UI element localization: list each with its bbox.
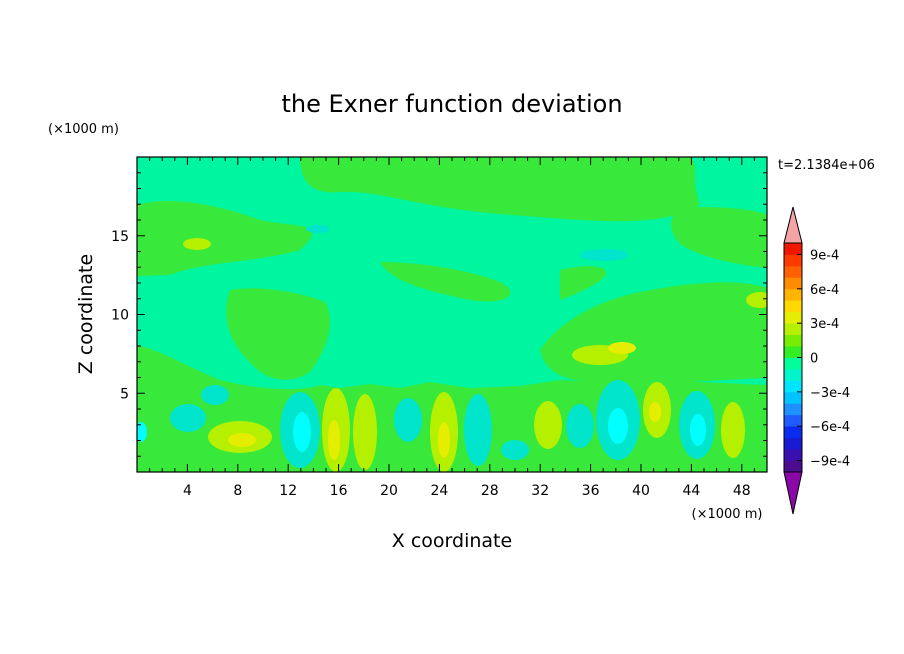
colorbar-band — [784, 380, 802, 393]
colorbar-band — [784, 254, 802, 267]
colorbar-band — [784, 243, 802, 255]
x-tick-label: 28 — [481, 483, 499, 499]
y-tick-label: 10 — [111, 308, 129, 324]
colorbar-band — [784, 437, 802, 450]
colorbar-band — [784, 357, 802, 370]
colorbar-band — [784, 300, 802, 313]
x-tick-label: 40 — [632, 483, 650, 499]
contour-field — [137, 157, 767, 472]
colorbar-band — [784, 414, 802, 427]
colorbar-band — [784, 311, 802, 324]
x-tick-label: 8 — [233, 483, 242, 499]
x-tick-label: 20 — [380, 483, 398, 499]
colorbar: 9e-4 6e-4 3e-4 0 −3e-4 −6e-4 −9e-4 — [783, 206, 850, 515]
colorbar-band — [784, 368, 802, 381]
x-tick-label: 44 — [682, 483, 700, 499]
colorbar-band — [784, 265, 802, 278]
x-tick-label: 12 — [279, 483, 297, 499]
x-tick-label: 48 — [733, 483, 751, 499]
x-tick-label: 16 — [330, 483, 348, 499]
colorbar-tick-label: −6e-4 — [810, 420, 850, 435]
chart-title: the Exner function deviation — [281, 90, 622, 118]
colorbar-tick-label: −9e-4 — [810, 455, 850, 470]
time-label: t=2.1384e+06 — [778, 158, 875, 173]
colorbar-tick-label: −3e-4 — [810, 386, 850, 401]
colorbar-tick-label: 0 — [810, 352, 818, 367]
x-tick-label: 36 — [582, 483, 600, 499]
y-axis-label: Z coordinate — [75, 254, 97, 374]
y-tick-label: 15 — [111, 229, 129, 245]
x-axis-label: X coordinate — [392, 530, 512, 552]
x-tick-group: 4 8 12 16 20 24 28 32 36 40 44 48 — [149, 157, 755, 499]
x-tick-label: 4 — [183, 483, 192, 499]
colorbar-min-arrow — [783, 471, 803, 515]
x-tick-label: 24 — [430, 483, 448, 499]
colorbar-band — [784, 391, 802, 404]
colorbar-band — [784, 346, 802, 358]
colorbar-band — [784, 426, 802, 439]
colorbar-band — [784, 460, 802, 473]
colorbar-tick-label: 3e-4 — [810, 317, 839, 332]
x-tick-label: 32 — [531, 483, 549, 499]
colorbar-band — [784, 323, 802, 335]
colorbar-band — [784, 403, 802, 416]
colorbar-band — [784, 449, 802, 461]
colorbar-band — [784, 277, 802, 290]
colorbar-band — [784, 334, 802, 347]
x-axis-unit: (×1000 m) — [692, 507, 763, 522]
colorbar-tick-label: 6e-4 — [810, 283, 839, 298]
y-axis-unit: (×1000 m) — [48, 122, 119, 137]
y-tick-label: 5 — [120, 386, 129, 402]
colorbar-max-arrow — [783, 206, 803, 244]
y-tick-group: 5 10 15 — [111, 172, 767, 457]
colorbar-tick-label: 9e-4 — [810, 248, 839, 263]
colorbar-band — [784, 288, 802, 301]
